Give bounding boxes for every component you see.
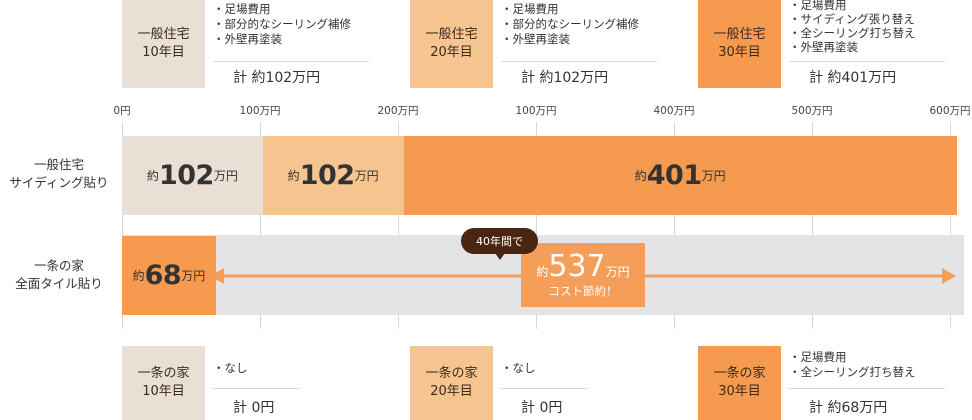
savings-caption: コスト節約！ xyxy=(548,284,618,298)
card-item: なし xyxy=(213,361,248,376)
card-items: 足場費用 部分的なシーリング補修 外壁再塗装 xyxy=(213,2,352,47)
x-tick-label: 100万円 xyxy=(239,105,281,117)
bar-value-label: 401 xyxy=(646,160,702,191)
x-tick-label: 0円 xyxy=(113,105,131,117)
row-label-line1: 一般住宅 xyxy=(33,157,84,172)
gridline xyxy=(260,122,261,329)
card-item: 外壁再塗装 xyxy=(789,40,916,54)
card-tag: 一条の家 30年目 xyxy=(698,346,781,420)
bar-value-prefix: 約 xyxy=(634,169,647,183)
card-divider xyxy=(213,61,369,62)
card-items: 足場費用 サイディング張り替え 全シーリング打ち替え 外壁再塗装 xyxy=(789,0,916,54)
bar-segment: 約 401 万円 xyxy=(403,136,957,215)
gridline xyxy=(812,122,813,329)
gridline xyxy=(398,122,399,329)
card-tag-line1: 一条の家 xyxy=(713,366,766,381)
gridline xyxy=(674,122,675,329)
card-item: 部分的なシーリング補修 xyxy=(213,17,352,32)
bar-segment: 約 102 万円 xyxy=(122,136,263,215)
card-item: 全シーリング打ち替え xyxy=(789,365,916,380)
savings-prefix: 約 xyxy=(536,265,549,279)
x-tick-label: 600万円 xyxy=(929,105,971,117)
savings-bubble: 40年間で xyxy=(461,228,538,260)
card-items: 足場費用 部分的なシーリング補修 外壁再塗装 xyxy=(501,2,640,47)
card-items: 足場費用 全シーリング打ち替え xyxy=(789,350,916,380)
card-tag: 一般住宅 20年目 xyxy=(410,0,493,88)
row-label-general: 一般住宅 サイディング貼り xyxy=(0,156,118,192)
card-item: 部分的なシーリング補修 xyxy=(501,17,640,32)
card-divider xyxy=(789,388,945,389)
bar-value-label: 102 xyxy=(158,160,214,191)
bar-value-label: 102 xyxy=(299,160,355,191)
card-total: 計 約68万円 xyxy=(809,400,888,416)
card-tag-line2: 20年目 xyxy=(430,45,473,60)
bar-value-unit: 万円 xyxy=(354,169,379,183)
card-tag: 一般住宅 30年目 xyxy=(698,0,781,88)
card-tag-line1: 一条の家 xyxy=(425,366,478,381)
bar-segment: 約 68 万円 xyxy=(122,236,216,315)
card-item: サイディング張り替え xyxy=(789,12,916,26)
bar-segment: 約 102 万円 xyxy=(262,136,404,215)
card-tag-line2: 10年目 xyxy=(142,45,185,60)
card-tag-line1: 一条の家 xyxy=(137,366,190,381)
row-label-line2: 全面タイル貼り xyxy=(15,276,103,291)
card-tag-line2: 30年目 xyxy=(718,45,761,60)
bar-value-unit: 万円 xyxy=(181,269,206,283)
card-item: 足場費用 xyxy=(789,350,916,365)
bar-value-label: 68 xyxy=(144,260,182,291)
card-item: 足場費用 xyxy=(213,2,351,17)
card-divider xyxy=(501,388,587,389)
card-tag-line1: 一般住宅 xyxy=(425,27,478,42)
bar-value-prefix: 約 xyxy=(132,269,145,283)
card-total: 計 約102万円 xyxy=(521,70,609,86)
card-item: 足場費用 xyxy=(501,2,639,17)
row-label-ichijo: 一条の家 全面タイル貼り xyxy=(0,257,118,293)
x-tick-label: 200万円 xyxy=(377,105,419,117)
card-tag: 一条の家 10年目 xyxy=(122,346,205,420)
card-tag-line2: 20年目 xyxy=(430,384,473,399)
gridline xyxy=(950,122,951,329)
card-item: 外壁再塗装 xyxy=(501,32,639,47)
bar-value-prefix: 約 xyxy=(287,169,300,183)
card-tag-line1: 一般住宅 xyxy=(713,27,766,42)
card-tag-line2: 30年目 xyxy=(718,384,761,399)
card-tag: 一般住宅 10年目 xyxy=(122,0,205,88)
card-divider xyxy=(501,61,657,62)
card-tag-line1: 一般住宅 xyxy=(137,27,190,42)
card-tag: 一条の家 20年目 xyxy=(410,346,493,420)
card-tag-line2: 10年目 xyxy=(142,384,185,399)
card-divider xyxy=(789,61,945,62)
savings-unit: 万円 xyxy=(605,265,630,279)
card-total: 計 0円 xyxy=(521,400,563,416)
card-items: なし xyxy=(501,361,536,376)
card-total: 計 0円 xyxy=(233,400,275,416)
x-tick-label: 500万円 xyxy=(791,105,833,117)
savings-box: 約537万円 コスト節約！ xyxy=(521,243,645,307)
x-tick-label: 100万円 xyxy=(515,105,557,117)
gridline xyxy=(536,122,537,329)
row-label-line1: 一条の家 xyxy=(33,258,84,273)
card-item: なし xyxy=(501,361,536,376)
card-item: 外壁再塗装 xyxy=(213,32,351,47)
row-label-line2: サイディング貼り xyxy=(9,175,109,190)
card-total: 計 約401万円 xyxy=(809,70,897,86)
card-item: 足場費用 xyxy=(789,0,916,12)
bar-value-unit: 万円 xyxy=(701,169,726,183)
card-items: なし xyxy=(213,361,248,376)
card-divider xyxy=(213,388,299,389)
bar-value-unit: 万円 xyxy=(213,169,238,183)
bar-value-prefix: 約 xyxy=(146,169,159,183)
card-item: 全シーリング打ち替え xyxy=(789,26,916,40)
card-total: 計 約102万円 xyxy=(233,70,321,86)
savings-value: 537 xyxy=(548,249,606,284)
x-tick-label: 400万円 xyxy=(653,105,695,117)
gridline xyxy=(122,122,123,329)
